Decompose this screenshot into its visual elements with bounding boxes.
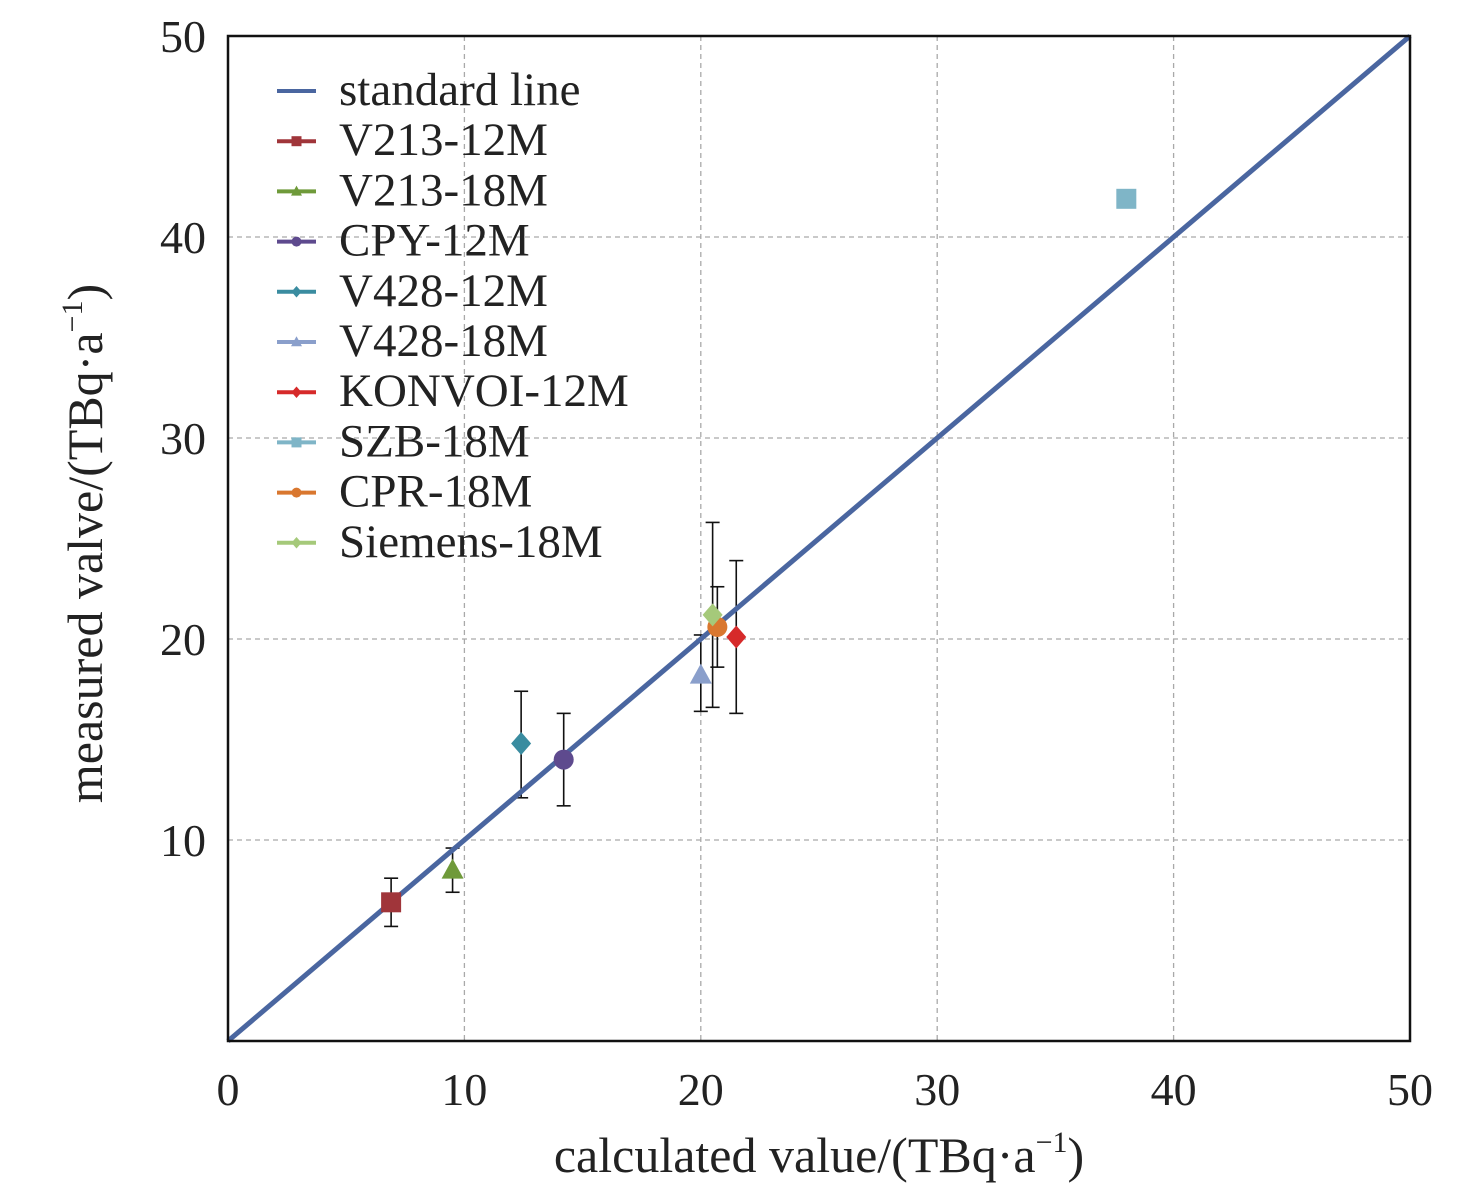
legend-label-konvoi-12m: KONVOI-12M	[339, 365, 629, 417]
point-konvoi-12m	[726, 625, 747, 649]
legend-label-v428-12m: V428-12M	[339, 265, 548, 317]
y-axis-title-text: measured valve/(TBq·a	[57, 332, 113, 803]
point-v428-18m	[689, 663, 712, 684]
legend-marker-v428-18m	[291, 336, 302, 347]
x-axis-title-superscript: −1	[1036, 1126, 1068, 1159]
y-tick-labels: 10 20 30 40 50	[160, 11, 206, 866]
legend-marker-szb-18m	[291, 437, 302, 448]
plot-frame	[226, 34, 1412, 1043]
y-tick-label: 20	[160, 614, 206, 665]
legend-label-cpr-18m: CPR-18M	[339, 466, 532, 518]
point-v213-18m	[441, 858, 464, 879]
legend-marker-cpr-18m	[291, 487, 302, 498]
x-tick-label: 20	[678, 1064, 724, 1115]
legend-marker-v213-18m	[291, 185, 302, 196]
legend-marker-v213-12m	[291, 136, 302, 147]
legend-label-cpy-12m: CPY-12M	[339, 215, 530, 267]
point-siemens-18m	[702, 603, 723, 627]
point-szb-18m	[1116, 188, 1137, 209]
point-v428-12m	[511, 732, 532, 756]
grid	[228, 36, 1410, 1041]
point-cpy-12m	[553, 749, 574, 770]
legend-label-v428-18m: V428-18M	[339, 315, 548, 367]
x-tick-label: 40	[1151, 1064, 1197, 1115]
y-tick-label: 30	[160, 413, 206, 464]
y-tick-label: 10	[160, 815, 206, 866]
y-tick-label: 40	[160, 212, 206, 263]
standard-line	[226, 34, 1412, 1043]
x-tick-labels: 0 10 20 30 40 50	[217, 1064, 1434, 1115]
legend-marker-konvoi-12m	[291, 386, 302, 398]
x-tick-label: 30	[914, 1064, 960, 1115]
x-tick-label: 10	[441, 1064, 487, 1115]
legend-label-v213-18m: V213-18M	[339, 164, 548, 216]
legend-label-standard-line: standard line	[339, 64, 580, 116]
y-axis-title-superscript: −1	[56, 301, 89, 333]
y-tick-label: 50	[160, 11, 206, 62]
legend-label-szb-18m: SZB-18M	[339, 415, 530, 467]
legend-label-v213-12m: V213-12M	[339, 114, 548, 166]
legend-label-siemens-18m: Siemens-18M	[339, 516, 603, 568]
x-axis-title: calculated value/(TBq·a−1)	[554, 1126, 1084, 1183]
data-markers	[381, 188, 1137, 913]
x-axis-title-text: calculated value/(TBq·a	[554, 1127, 1036, 1183]
legend-marker-cpy-12m	[291, 236, 302, 247]
x-tick-label: 0	[217, 1064, 240, 1115]
legend-marker-v428-12m	[291, 286, 302, 298]
legend-marker-siemens-18m	[291, 537, 302, 549]
x-tick-label: 50	[1387, 1064, 1433, 1115]
point-v213-12m	[381, 892, 402, 913]
error-bars	[384, 521, 744, 928]
y-axis-title: measured valve/(TBq·a−1)	[56, 284, 113, 803]
legend: standard lineV213-12MV213-18MCPY-12MV428…	[277, 64, 629, 568]
